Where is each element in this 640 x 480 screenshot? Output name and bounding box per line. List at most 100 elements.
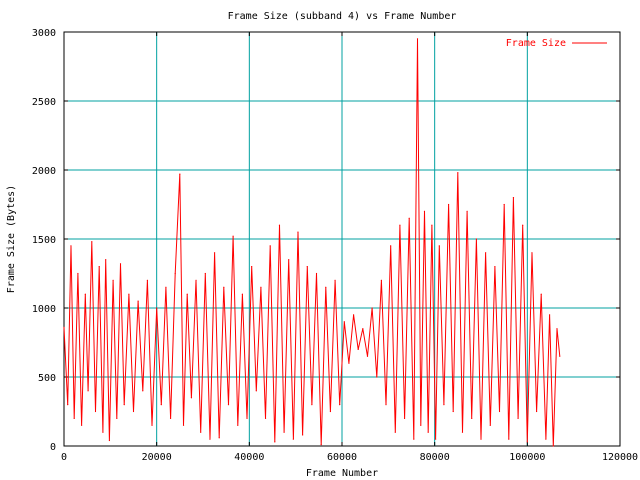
- data-point: [362, 328, 364, 330]
- data-point: [475, 238, 477, 240]
- data-point: [431, 224, 433, 226]
- legend: Frame Size: [506, 38, 607, 49]
- data-point: [390, 245, 392, 247]
- data-point: [348, 362, 350, 364]
- data-point: [204, 272, 206, 275]
- data-point: [452, 410, 454, 413]
- data-point: [522, 224, 524, 226]
- data-point: [385, 404, 387, 406]
- data-point: [128, 293, 130, 295]
- data-point: [255, 390, 257, 392]
- data-point: [408, 217, 410, 219]
- data-point: [443, 404, 445, 406]
- data-point: [274, 441, 276, 443]
- data-point: [98, 266, 100, 268]
- data-point: [471, 417, 473, 419]
- legend-label: Frame Size: [506, 38, 566, 49]
- data-point: [278, 224, 281, 226]
- data-point: [494, 266, 496, 268]
- data-point: [237, 424, 239, 426]
- data-point: [339, 404, 341, 406]
- data-point: [283, 431, 285, 433]
- x-tick-label: 60000: [327, 452, 357, 463]
- data-point: [195, 279, 197, 281]
- x-tick-label: 120000: [602, 452, 638, 463]
- data-point: [376, 376, 378, 378]
- data-point: [112, 279, 114, 281]
- data-point: [179, 173, 181, 175]
- data-point: [399, 224, 401, 226]
- data-point: [63, 326, 65, 328]
- data-point: [343, 321, 345, 323]
- y-tick-label: 3000: [32, 28, 56, 39]
- axis-ticks: 0 20000 40000 60000 80000 100000 120000 0 500 100…: [32, 28, 638, 463]
- data-point: [536, 410, 538, 413]
- y-tick-label: 2000: [32, 166, 56, 177]
- chart-title: Frame Size (subband 4) vs Frame Number: [228, 11, 457, 22]
- data-point: [227, 404, 230, 406]
- data-point: [498, 410, 501, 413]
- data-point: [512, 197, 515, 199]
- data-point: [403, 417, 406, 419]
- x-axis-label: Frame Number: [306, 468, 378, 479]
- y-axis-label: Frame Size (Bytes): [6, 185, 17, 293]
- data-point: [151, 424, 153, 426]
- series-group: [63, 38, 561, 447]
- data-point: [165, 286, 167, 288]
- data-point: [297, 231, 299, 233]
- data-point: [213, 252, 216, 254]
- data-point: [420, 424, 422, 426]
- data-point: [264, 417, 267, 419]
- data-point: [357, 348, 359, 350]
- data-point: [559, 355, 561, 357]
- data-point: [160, 404, 162, 406]
- data-point: [552, 445, 554, 447]
- data-point: [461, 431, 464, 433]
- data-point: [169, 417, 172, 419]
- data-point: [223, 286, 225, 288]
- y-tick-label: 500: [38, 373, 56, 384]
- data-point: [91, 241, 93, 243]
- x-tick-label: 80000: [420, 452, 450, 463]
- data-point: [87, 390, 89, 392]
- data-point: [77, 272, 79, 275]
- data-point: [485, 252, 487, 254]
- data-point: [457, 172, 459, 174]
- grid: [64, 32, 620, 446]
- data-point: [232, 235, 234, 237]
- data-point: [466, 210, 468, 212]
- data-point: [190, 397, 193, 399]
- data-point: [182, 424, 185, 426]
- data-point: [413, 438, 415, 440]
- data-point: [447, 203, 450, 206]
- data-point: [320, 444, 322, 446]
- data-point: [156, 307, 158, 309]
- data-point: [218, 437, 220, 439]
- data-point: [366, 355, 369, 357]
- x-tick-label: 0: [61, 452, 67, 463]
- x-tick-label: 40000: [234, 452, 264, 463]
- data-point: [315, 272, 318, 275]
- data-point: [119, 263, 122, 265]
- data-point: [371, 307, 373, 309]
- data-point: [427, 431, 429, 433]
- data-point: [480, 438, 482, 440]
- data-point: [434, 438, 437, 440]
- y-tick-label: 0: [50, 442, 56, 453]
- data-point: [200, 431, 202, 433]
- data-point: [102, 431, 104, 433]
- data-point: [241, 293, 243, 295]
- data-point: [269, 245, 271, 247]
- data-point: [246, 417, 248, 419]
- data-point: [186, 293, 188, 295]
- data-point: [531, 252, 533, 254]
- data-point: [302, 434, 304, 436]
- data-point: [137, 300, 139, 302]
- data-point: [306, 266, 308, 268]
- y-tick-label: 1000: [32, 304, 56, 315]
- data-point: [438, 245, 440, 247]
- data-point: [67, 404, 69, 406]
- data-point: [292, 438, 294, 440]
- data-point: [142, 390, 144, 392]
